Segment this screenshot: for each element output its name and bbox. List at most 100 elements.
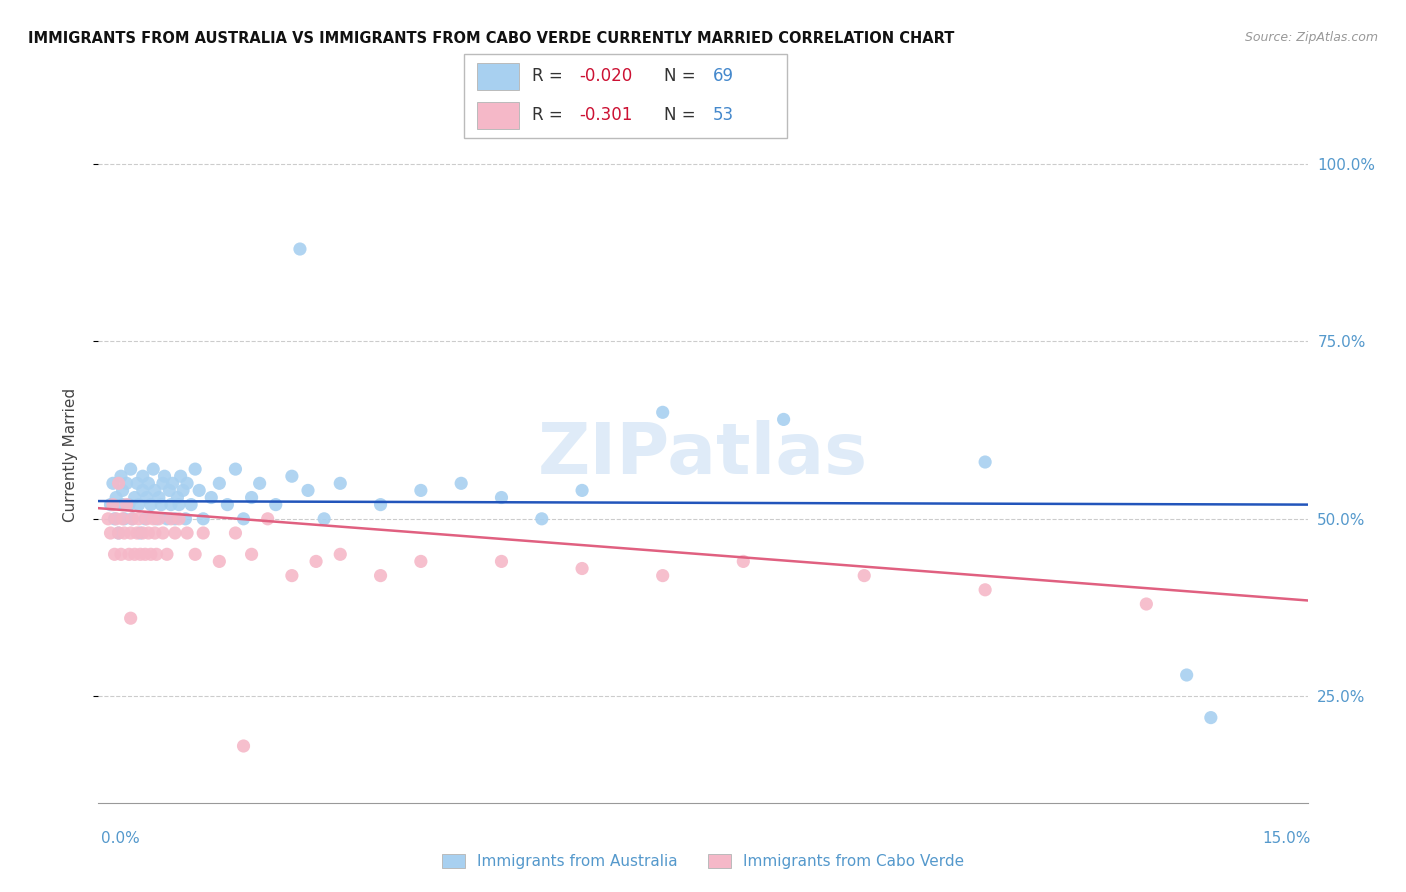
Point — [124, 547, 146, 561]
Point — [135, 512, 157, 526]
Point — [111, 512, 134, 526]
Point — [129, 526, 152, 541]
Point — [152, 476, 174, 491]
Point — [184, 547, 207, 561]
Point — [853, 568, 876, 582]
Point — [120, 611, 142, 625]
Point — [100, 526, 122, 541]
Point — [651, 405, 673, 419]
Point — [150, 498, 173, 512]
Point — [145, 512, 167, 526]
Point — [208, 554, 231, 568]
Point — [121, 512, 143, 526]
Point — [264, 498, 287, 512]
Point — [281, 469, 304, 483]
Point — [127, 476, 149, 491]
Text: -0.020: -0.020 — [579, 68, 633, 86]
Point — [571, 561, 593, 575]
Point — [491, 554, 513, 568]
Point — [115, 476, 138, 491]
Point — [129, 547, 152, 561]
Point — [148, 491, 170, 505]
Point — [450, 476, 472, 491]
Point — [172, 483, 194, 498]
Point — [208, 476, 231, 491]
Point — [143, 483, 166, 498]
Point — [112, 512, 135, 526]
Point — [128, 498, 150, 512]
Point — [491, 491, 513, 505]
Text: IMMIGRANTS FROM AUSTRALIA VS IMMIGRANTS FROM CABO VERDE CURRENTLY MARRIED CORREL: IMMIGRANTS FROM AUSTRALIA VS IMMIGRANTS … — [28, 31, 955, 46]
Point — [97, 512, 120, 526]
Legend: Immigrants from Australia, Immigrants from Cabo Verde: Immigrants from Australia, Immigrants fr… — [436, 848, 970, 875]
Point — [176, 526, 198, 541]
Text: -0.301: -0.301 — [579, 106, 633, 124]
Text: R =: R = — [531, 106, 562, 124]
Point — [409, 483, 432, 498]
Point — [166, 491, 188, 505]
Point — [174, 512, 197, 526]
Point — [115, 498, 138, 512]
Point — [132, 483, 155, 498]
Bar — [477, 62, 519, 90]
Point — [160, 498, 183, 512]
Point — [156, 512, 179, 526]
Bar — [477, 102, 519, 129]
Point — [148, 512, 170, 526]
Point — [120, 526, 142, 541]
Text: 69: 69 — [713, 68, 734, 86]
Point — [156, 547, 179, 561]
Point — [232, 512, 254, 526]
Point — [138, 526, 160, 541]
Point — [111, 483, 134, 498]
Text: N =: N = — [665, 106, 696, 124]
Point — [112, 526, 135, 541]
Point — [101, 498, 124, 512]
Point — [409, 554, 432, 568]
Point — [145, 547, 167, 561]
Point — [370, 568, 392, 582]
Text: 0.0%: 0.0% — [101, 831, 141, 847]
Point — [139, 498, 162, 512]
Point — [167, 512, 190, 526]
Point — [256, 512, 278, 526]
Point — [370, 498, 392, 512]
Point — [974, 582, 997, 597]
Point — [111, 498, 134, 512]
Point — [143, 526, 166, 541]
Point — [314, 512, 336, 526]
Point — [772, 412, 794, 426]
Point — [128, 512, 150, 526]
Text: Source: ZipAtlas.com: Source: ZipAtlas.com — [1244, 31, 1378, 45]
Point — [105, 491, 128, 505]
Point — [176, 476, 198, 491]
Point — [142, 462, 165, 476]
Point — [105, 512, 128, 526]
Text: N =: N = — [665, 68, 696, 86]
Point — [103, 512, 125, 526]
Point — [124, 491, 146, 505]
Point — [142, 512, 165, 526]
Point — [121, 512, 143, 526]
Point — [163, 512, 186, 526]
Point — [733, 554, 755, 568]
Point — [297, 483, 319, 498]
Point — [224, 462, 246, 476]
Point — [571, 483, 593, 498]
Point — [135, 491, 157, 505]
Point — [232, 739, 254, 753]
Point — [240, 547, 263, 561]
Point — [651, 568, 673, 582]
Text: R =: R = — [531, 68, 562, 86]
Point — [305, 554, 328, 568]
Point — [157, 483, 180, 498]
Text: 15.0%: 15.0% — [1263, 831, 1310, 847]
Point — [200, 491, 222, 505]
Point — [163, 526, 186, 541]
Text: 53: 53 — [713, 106, 734, 124]
Point — [134, 547, 156, 561]
Point — [118, 547, 141, 561]
Point — [100, 498, 122, 512]
Point — [180, 498, 202, 512]
Point — [103, 547, 125, 561]
